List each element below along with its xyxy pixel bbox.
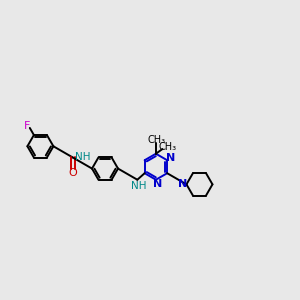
Text: N: N [153,179,162,189]
Text: F: F [24,121,30,131]
Text: N: N [178,179,188,189]
Text: CH₃: CH₃ [148,135,166,145]
Text: O: O [68,168,77,178]
Text: NH: NH [131,182,146,191]
Text: N: N [166,153,175,164]
Text: NH: NH [75,152,90,162]
Text: CH₃: CH₃ [159,142,177,152]
